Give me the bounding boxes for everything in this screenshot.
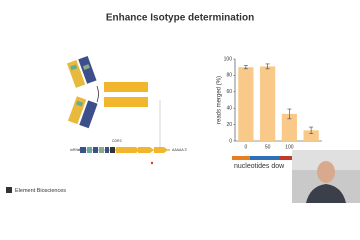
antibody-diagram [66,55,161,148]
position-strip [232,156,294,160]
x-tick-label: 100 [285,144,294,150]
bar-chart: 0 20 40 60 80 100 reads merged (%) nucleotides … [217,56,322,170]
error-bar [287,108,292,120]
y-tick-label: 0 [229,138,232,144]
y-axis-label: reads merged (%) [217,76,223,124]
x-tick-label: 50 [265,144,271,150]
webcam [292,150,360,203]
slide-title: Enhance Isotype determination [106,13,254,24]
y-tick-label: 20 [226,122,232,128]
polya-label: AAAAA 3' [172,148,187,152]
error-bar [309,126,314,134]
y-tick-label: 100 [224,56,233,62]
error-bar [265,63,270,70]
logo [6,187,12,193]
bar [281,113,297,141]
bar [260,66,276,141]
y-tick-label: 80 [226,73,232,79]
gene-diagram: mRNA CDR3 AAAAA 3' [70,139,187,165]
mrna-label: mRNA [70,148,81,152]
y-tick-label: 60 [226,89,232,95]
x-axis-label: nucleotides dow [234,163,285,170]
y-tick-label: 40 [226,106,232,112]
x-tick-label: 0 [244,144,247,150]
cdr3-label: CDR3 [112,139,122,143]
bar [303,130,319,141]
slide: Enhance Isotype determination mRNA CDR3 … [6,13,360,203]
footer: Element Biosciences [15,188,66,194]
bar [238,67,254,141]
error-bar [243,65,248,70]
